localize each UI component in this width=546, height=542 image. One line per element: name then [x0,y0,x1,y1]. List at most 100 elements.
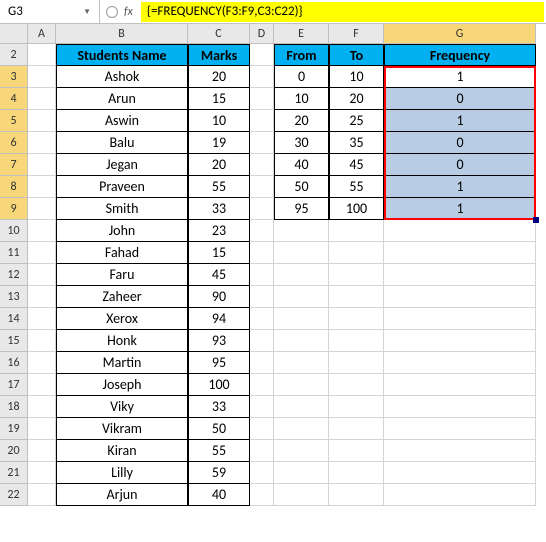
cell[interactable] [250,220,274,242]
row-header[interactable]: 8 [0,176,28,198]
cell[interactable] [329,396,384,418]
row-header[interactable]: 11 [0,242,28,264]
row-header[interactable]: 14 [0,308,28,330]
student-name[interactable]: Jegan [56,154,188,176]
student-name[interactable]: Joseph [56,374,188,396]
cell[interactable] [384,418,536,440]
student-marks[interactable]: 15 [188,88,250,110]
cell[interactable] [28,44,56,66]
col-header-D[interactable]: D [250,24,274,44]
cell[interactable] [329,374,384,396]
cell[interactable] [250,374,274,396]
cell[interactable] [250,418,274,440]
row-header[interactable]: 5 [0,110,28,132]
cell[interactable] [28,418,56,440]
col-header-E[interactable]: E [274,24,329,44]
freq-from[interactable]: 10 [274,88,329,110]
row-header[interactable]: 2 [0,44,28,66]
cell[interactable] [28,110,56,132]
cell[interactable] [274,308,329,330]
row-header[interactable]: 3 [0,66,28,88]
student-marks[interactable]: 33 [188,198,250,220]
row-header[interactable]: 18 [0,396,28,418]
cell[interactable] [274,330,329,352]
student-name[interactable]: Ashok [56,66,188,88]
fill-handle[interactable] [533,217,539,223]
student-marks[interactable]: 19 [188,132,250,154]
student-marks[interactable]: 90 [188,286,250,308]
cell[interactable] [329,330,384,352]
cell[interactable] [28,132,56,154]
cell[interactable] [384,264,536,286]
select-all-corner[interactable] [0,24,28,44]
col-header-G[interactable]: G [384,24,536,44]
student-marks[interactable]: 20 [188,66,250,88]
cell[interactable] [28,154,56,176]
student-name[interactable]: Smith [56,198,188,220]
student-name[interactable]: Faru [56,264,188,286]
cell[interactable] [384,374,536,396]
col-header-C[interactable]: C [188,24,250,44]
cell[interactable] [250,440,274,462]
student-marks[interactable]: 20 [188,154,250,176]
freq-to[interactable]: 55 [329,176,384,198]
cell[interactable] [329,352,384,374]
row-header[interactable]: 20 [0,440,28,462]
freq-value[interactable]: 0 [384,88,536,110]
student-marks[interactable]: 55 [188,176,250,198]
cell[interactable] [28,484,56,506]
header-frequency[interactable]: Frequency [384,44,536,66]
cell[interactable] [28,308,56,330]
cell[interactable] [250,66,274,88]
student-name[interactable]: Viky [56,396,188,418]
cell[interactable] [384,396,536,418]
cell[interactable] [28,330,56,352]
freq-to[interactable]: 45 [329,154,384,176]
student-marks[interactable]: 40 [188,484,250,506]
cell[interactable] [384,330,536,352]
cell[interactable] [384,484,536,506]
student-name[interactable]: Vikram [56,418,188,440]
student-name[interactable]: Balu [56,132,188,154]
row-header[interactable]: 4 [0,88,28,110]
name-box-dropdown-icon[interactable]: ▼ [83,7,91,17]
cell[interactable] [250,352,274,374]
freq-to[interactable]: 35 [329,132,384,154]
cell[interactable] [28,242,56,264]
student-marks[interactable]: 15 [188,242,250,264]
cell[interactable] [329,418,384,440]
cell[interactable] [28,66,56,88]
cell[interactable] [28,374,56,396]
freq-from[interactable]: 95 [274,198,329,220]
cell[interactable] [28,198,56,220]
student-name[interactable]: Arun [56,88,188,110]
cell[interactable] [274,418,329,440]
freq-to[interactable]: 20 [329,88,384,110]
cell[interactable] [274,396,329,418]
cell[interactable] [274,374,329,396]
freq-value[interactable]: 1 [384,176,536,198]
cell[interactable] [250,286,274,308]
student-name[interactable]: Arjun [56,484,188,506]
cell[interactable] [274,220,329,242]
freq-to[interactable]: 25 [329,110,384,132]
student-name[interactable]: Lilly [56,462,188,484]
student-name[interactable]: Zaheer [56,286,188,308]
student-marks[interactable]: 100 [188,374,250,396]
row-header[interactable]: 19 [0,418,28,440]
header-to[interactable]: To [329,44,384,66]
student-name[interactable]: Honk [56,330,188,352]
student-marks[interactable]: 94 [188,308,250,330]
cell[interactable] [250,110,274,132]
col-header-A[interactable]: A [28,24,56,44]
cell[interactable] [250,132,274,154]
cell[interactable] [384,220,536,242]
cell[interactable] [274,462,329,484]
fx-icon[interactable]: fx [124,5,133,19]
student-name[interactable]: John [56,220,188,242]
cell[interactable] [250,198,274,220]
cell[interactable] [274,352,329,374]
student-marks[interactable]: 55 [188,440,250,462]
cell[interactable] [250,242,274,264]
cell[interactable] [250,176,274,198]
